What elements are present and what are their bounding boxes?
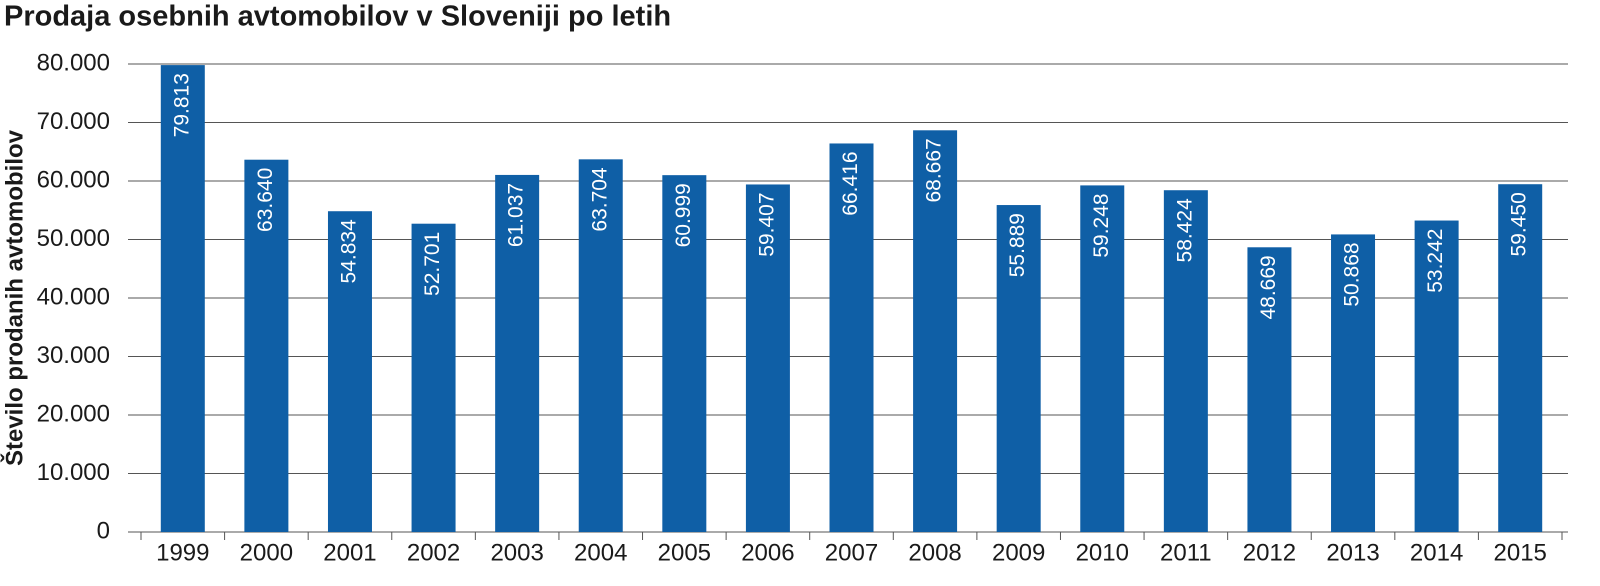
x-tick-label: 2007 <box>825 539 878 566</box>
x-tick-label: 2014 <box>1410 539 1463 566</box>
x-tick-label: 1999 <box>156 539 209 566</box>
value-label: 53.242 <box>1424 229 1447 293</box>
value-label: 59.248 <box>1090 193 1113 257</box>
x-tick-label: 2015 <box>1494 539 1547 566</box>
bar <box>411 223 456 532</box>
value-label: 68.667 <box>923 138 946 202</box>
bar <box>913 130 958 533</box>
bar <box>160 65 205 533</box>
bar <box>578 159 623 532</box>
bar <box>1498 184 1543 532</box>
y-tick-label: 20.000 <box>37 400 110 427</box>
x-tick-label: 2000 <box>240 539 293 566</box>
bar <box>1247 247 1292 532</box>
value-label: 54.834 <box>338 219 361 284</box>
bar <box>327 211 372 532</box>
y-tick-label: 60.000 <box>37 166 110 193</box>
value-label: 63.640 <box>254 168 277 232</box>
value-label: 55.889 <box>1006 213 1029 277</box>
x-tick-label: 2003 <box>490 539 543 566</box>
bar <box>1080 185 1125 532</box>
bar <box>1414 220 1459 532</box>
bar <box>745 184 790 532</box>
bar <box>662 175 707 532</box>
x-tick-label: 2005 <box>658 539 711 566</box>
x-tick-label: 2010 <box>1076 539 1129 566</box>
bar <box>244 159 289 532</box>
value-label: 58.424 <box>1173 198 1196 263</box>
bar <box>996 205 1041 532</box>
value-label: 52.701 <box>421 232 444 296</box>
value-label: 59.450 <box>1508 192 1531 256</box>
x-tick-label: 2008 <box>908 539 961 566</box>
y-tick-label: 10.000 <box>37 459 110 486</box>
value-label: 60.999 <box>672 183 695 247</box>
x-tick-label: 2002 <box>407 539 460 566</box>
y-tick-label: 40.000 <box>37 283 110 310</box>
y-tick-label: 80.000 <box>37 49 110 76</box>
x-tick-label: 2006 <box>741 539 794 566</box>
bar <box>1331 234 1376 533</box>
value-label: 59.407 <box>755 192 778 256</box>
x-tick-label: 2001 <box>323 539 376 566</box>
value-label: 48.669 <box>1257 255 1280 319</box>
y-tick-label: 70.000 <box>37 108 110 135</box>
bar <box>829 143 874 532</box>
chart-title: Prodaja osebnih avtomobilov v Sloveniji … <box>4 1 671 33</box>
x-tick-label: 2012 <box>1243 539 1296 566</box>
y-axis-label: Število prodanih avtomobilov <box>0 129 28 466</box>
y-tick-label: 0 <box>97 517 110 544</box>
y-tick-label: 50.000 <box>37 225 110 252</box>
value-label: 50.868 <box>1341 242 1364 306</box>
value-label: 61.037 <box>505 183 528 247</box>
x-tick-label: 2013 <box>1326 539 1379 566</box>
value-label: 66.416 <box>839 151 862 215</box>
value-label: 79.813 <box>170 73 193 137</box>
x-tick-label: 2011 <box>1160 539 1212 566</box>
x-tick-label: 2009 <box>992 539 1045 566</box>
value-label: 63.704 <box>588 167 611 232</box>
y-tick-label: 30.000 <box>37 342 110 369</box>
bar <box>495 174 540 533</box>
bar <box>1163 190 1208 532</box>
x-tick-label: 2004 <box>574 539 627 566</box>
